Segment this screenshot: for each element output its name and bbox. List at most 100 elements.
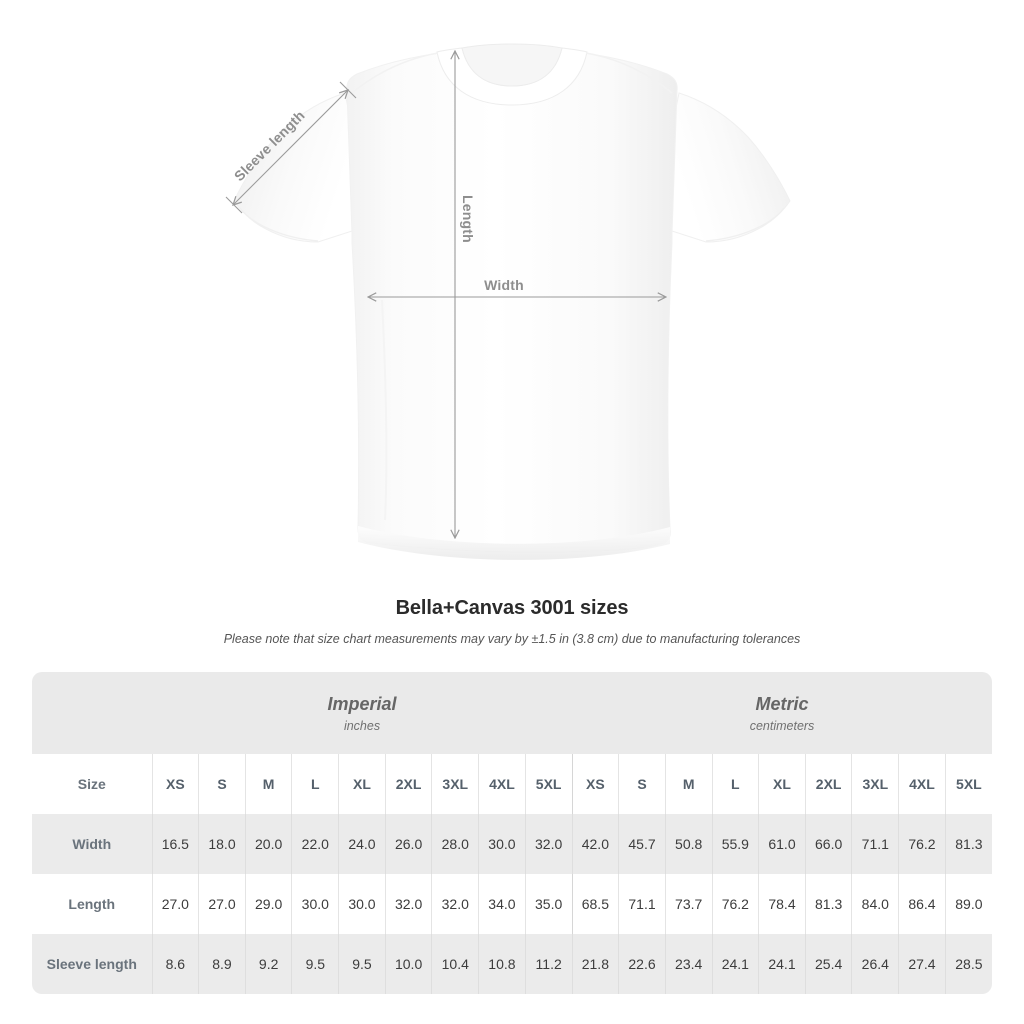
- size-header-imperial-l: L: [291, 754, 339, 814]
- fabric-fold-right: [639, 299, 646, 521]
- cell-imperial: 26.0: [384, 814, 432, 874]
- cell-imperial: 30.0: [478, 814, 526, 874]
- cell-imperial: 9.2: [244, 934, 292, 994]
- cell-metric: 28.5: [944, 934, 992, 994]
- cell-metric: 81.3: [944, 814, 992, 874]
- cell-metric: 24.1: [758, 934, 806, 994]
- size-header-metric-xl: XL: [758, 754, 806, 814]
- collar-inner-shadow: [461, 43, 563, 87]
- tshirt-diagram: Width Length Sleeve length: [225, 43, 791, 560]
- cell-metric: 45.7: [618, 814, 666, 874]
- bottom-hem: [358, 526, 670, 560]
- tolerance-note: Please note that size chart measurements…: [223, 632, 801, 646]
- cell-imperial: 24.0: [338, 814, 386, 874]
- cell-imperial: 28.0: [431, 814, 479, 874]
- page-title: Bella+Canvas 3001 sizes: [395, 597, 629, 619]
- size-header-metric-2xl: 2XL: [804, 754, 852, 814]
- cell-imperial: 32.0: [431, 874, 479, 934]
- unit-group-name: Metric: [755, 693, 809, 714]
- size-header-imperial-xs: XS: [151, 754, 199, 814]
- cell-imperial: 9.5: [291, 934, 339, 994]
- cell-metric: 89.0: [944, 874, 992, 934]
- cell-metric: 50.8: [664, 814, 712, 874]
- size-header-metric-4xl: 4XL: [898, 754, 946, 814]
- row-label-length: Length: [32, 874, 152, 934]
- unit-group-subtitle: centimeters: [749, 718, 815, 733]
- cell-metric: 66.0: [804, 814, 852, 874]
- size-header-metric-5xl: 5XL: [944, 754, 992, 814]
- cell-metric: 68.5: [571, 874, 619, 934]
- cell-imperial: 30.0: [291, 874, 339, 934]
- cell-imperial: 18.0: [198, 814, 246, 874]
- cell-metric: 84.0: [851, 874, 899, 934]
- size-header-imperial-4xl: 4XL: [478, 754, 526, 814]
- cell-metric: 78.4: [758, 874, 806, 934]
- cell-imperial: 10.4: [431, 934, 479, 994]
- tshirt-body: [346, 52, 678, 553]
- cell-imperial: 27.0: [198, 874, 246, 934]
- cell-metric: 73.7: [664, 874, 712, 934]
- cell-metric: 25.4: [804, 934, 852, 994]
- table-row: Length 27.0 27.0 29.0 30.0 30.0 32.0 32.0 34.0 35…: [32, 874, 992, 934]
- dimension-annotations: [225, 51, 666, 538]
- unit-group-metric: Metric centimeters: [572, 672, 992, 754]
- left-shoulder-seam: [351, 52, 439, 94]
- unit-group-subtitle: inches: [343, 718, 381, 733]
- size-chart-table: Imperial inches Metric centimeters Size XS S M L…: [32, 672, 992, 994]
- cell-metric: 23.4: [664, 934, 712, 994]
- size-header-imperial-5xl: 5XL: [524, 754, 573, 814]
- table-row: Sleeve length 8.6 8.9 9.2 9.5 9.5 10.0 10.4 10.8…: [32, 934, 992, 994]
- row-label-sleeve-length: Sleeve length: [32, 934, 152, 994]
- cell-imperial: 8.6: [151, 934, 199, 994]
- unit-row-spacer: [32, 672, 152, 754]
- size-header-metric-l: L: [711, 754, 759, 814]
- cell-metric: 81.3: [804, 874, 852, 934]
- cell-imperial: 16.5: [151, 814, 199, 874]
- cell-imperial: 29.0: [244, 874, 292, 934]
- size-header-row: Size XS S M L XL 2XL 3XL 4XL 5XL XS S M L XL 2XL 3XL 4XL 5…: [32, 754, 992, 814]
- cell-imperial: 22.0: [291, 814, 339, 874]
- title-block: Bella+Canvas 3001 sizes Please note that…: [0, 596, 1024, 647]
- size-header-imperial-xl: XL: [338, 754, 386, 814]
- size-header-metric-xs: XS: [571, 754, 619, 814]
- cell-imperial: 10.8: [478, 934, 526, 994]
- sleeve-tick-top: [339, 81, 357, 99]
- cell-imperial: 8.9: [198, 934, 246, 994]
- right-shoulder-seam: [585, 52, 673, 94]
- cell-imperial: 34.0: [478, 874, 526, 934]
- cell-imperial: 20.0: [244, 814, 292, 874]
- sleeve-length-dimension-line: [233, 90, 348, 205]
- cell-metric: 86.4: [898, 874, 946, 934]
- unit-group-row: Imperial inches Metric centimeters: [32, 672, 992, 754]
- size-header-imperial-3xl: 3XL: [431, 754, 479, 814]
- cell-imperial: 11.2: [524, 934, 573, 994]
- cell-metric: 27.4: [898, 934, 946, 994]
- cell-imperial: 32.0: [384, 874, 432, 934]
- cell-metric: 76.2: [898, 814, 946, 874]
- row-label-width: Width: [32, 814, 152, 874]
- table-row: Width 16.5 18.0 20.0 22.0 24.0 26.0 28.0 30.0 32.…: [32, 814, 992, 874]
- size-chart-table-wrapper: Imperial inches Metric centimeters Size XS S M L…: [32, 672, 992, 994]
- cell-metric: 71.1: [851, 814, 899, 874]
- size-header-metric-3xl: 3XL: [851, 754, 899, 814]
- cell-metric: 71.1: [618, 874, 666, 934]
- cell-metric: 42.0: [571, 814, 619, 874]
- right-sleeve-hem: [705, 207, 785, 242]
- cell-metric: 76.2: [711, 874, 759, 934]
- left-sleeve-hem: [239, 207, 319, 242]
- tshirt-illustration: [233, 43, 791, 560]
- cell-imperial: 27.0: [151, 874, 199, 934]
- cell-metric: 22.6: [618, 934, 666, 994]
- cell-metric: 24.1: [711, 934, 759, 994]
- fabric-fold-left: [381, 299, 388, 521]
- cell-metric: 61.0: [758, 814, 806, 874]
- cell-imperial: 10.0: [384, 934, 432, 994]
- cell-imperial: 32.0: [524, 814, 573, 874]
- size-header-metric-m: M: [664, 754, 712, 814]
- cell-metric: 21.8: [571, 934, 619, 994]
- cell-imperial: 9.5: [338, 934, 386, 994]
- size-header-imperial-s: S: [198, 754, 246, 814]
- cell-metric: 55.9: [711, 814, 759, 874]
- sleeve-tick-bottom: [225, 196, 243, 214]
- cell-metric: 26.4: [851, 934, 899, 994]
